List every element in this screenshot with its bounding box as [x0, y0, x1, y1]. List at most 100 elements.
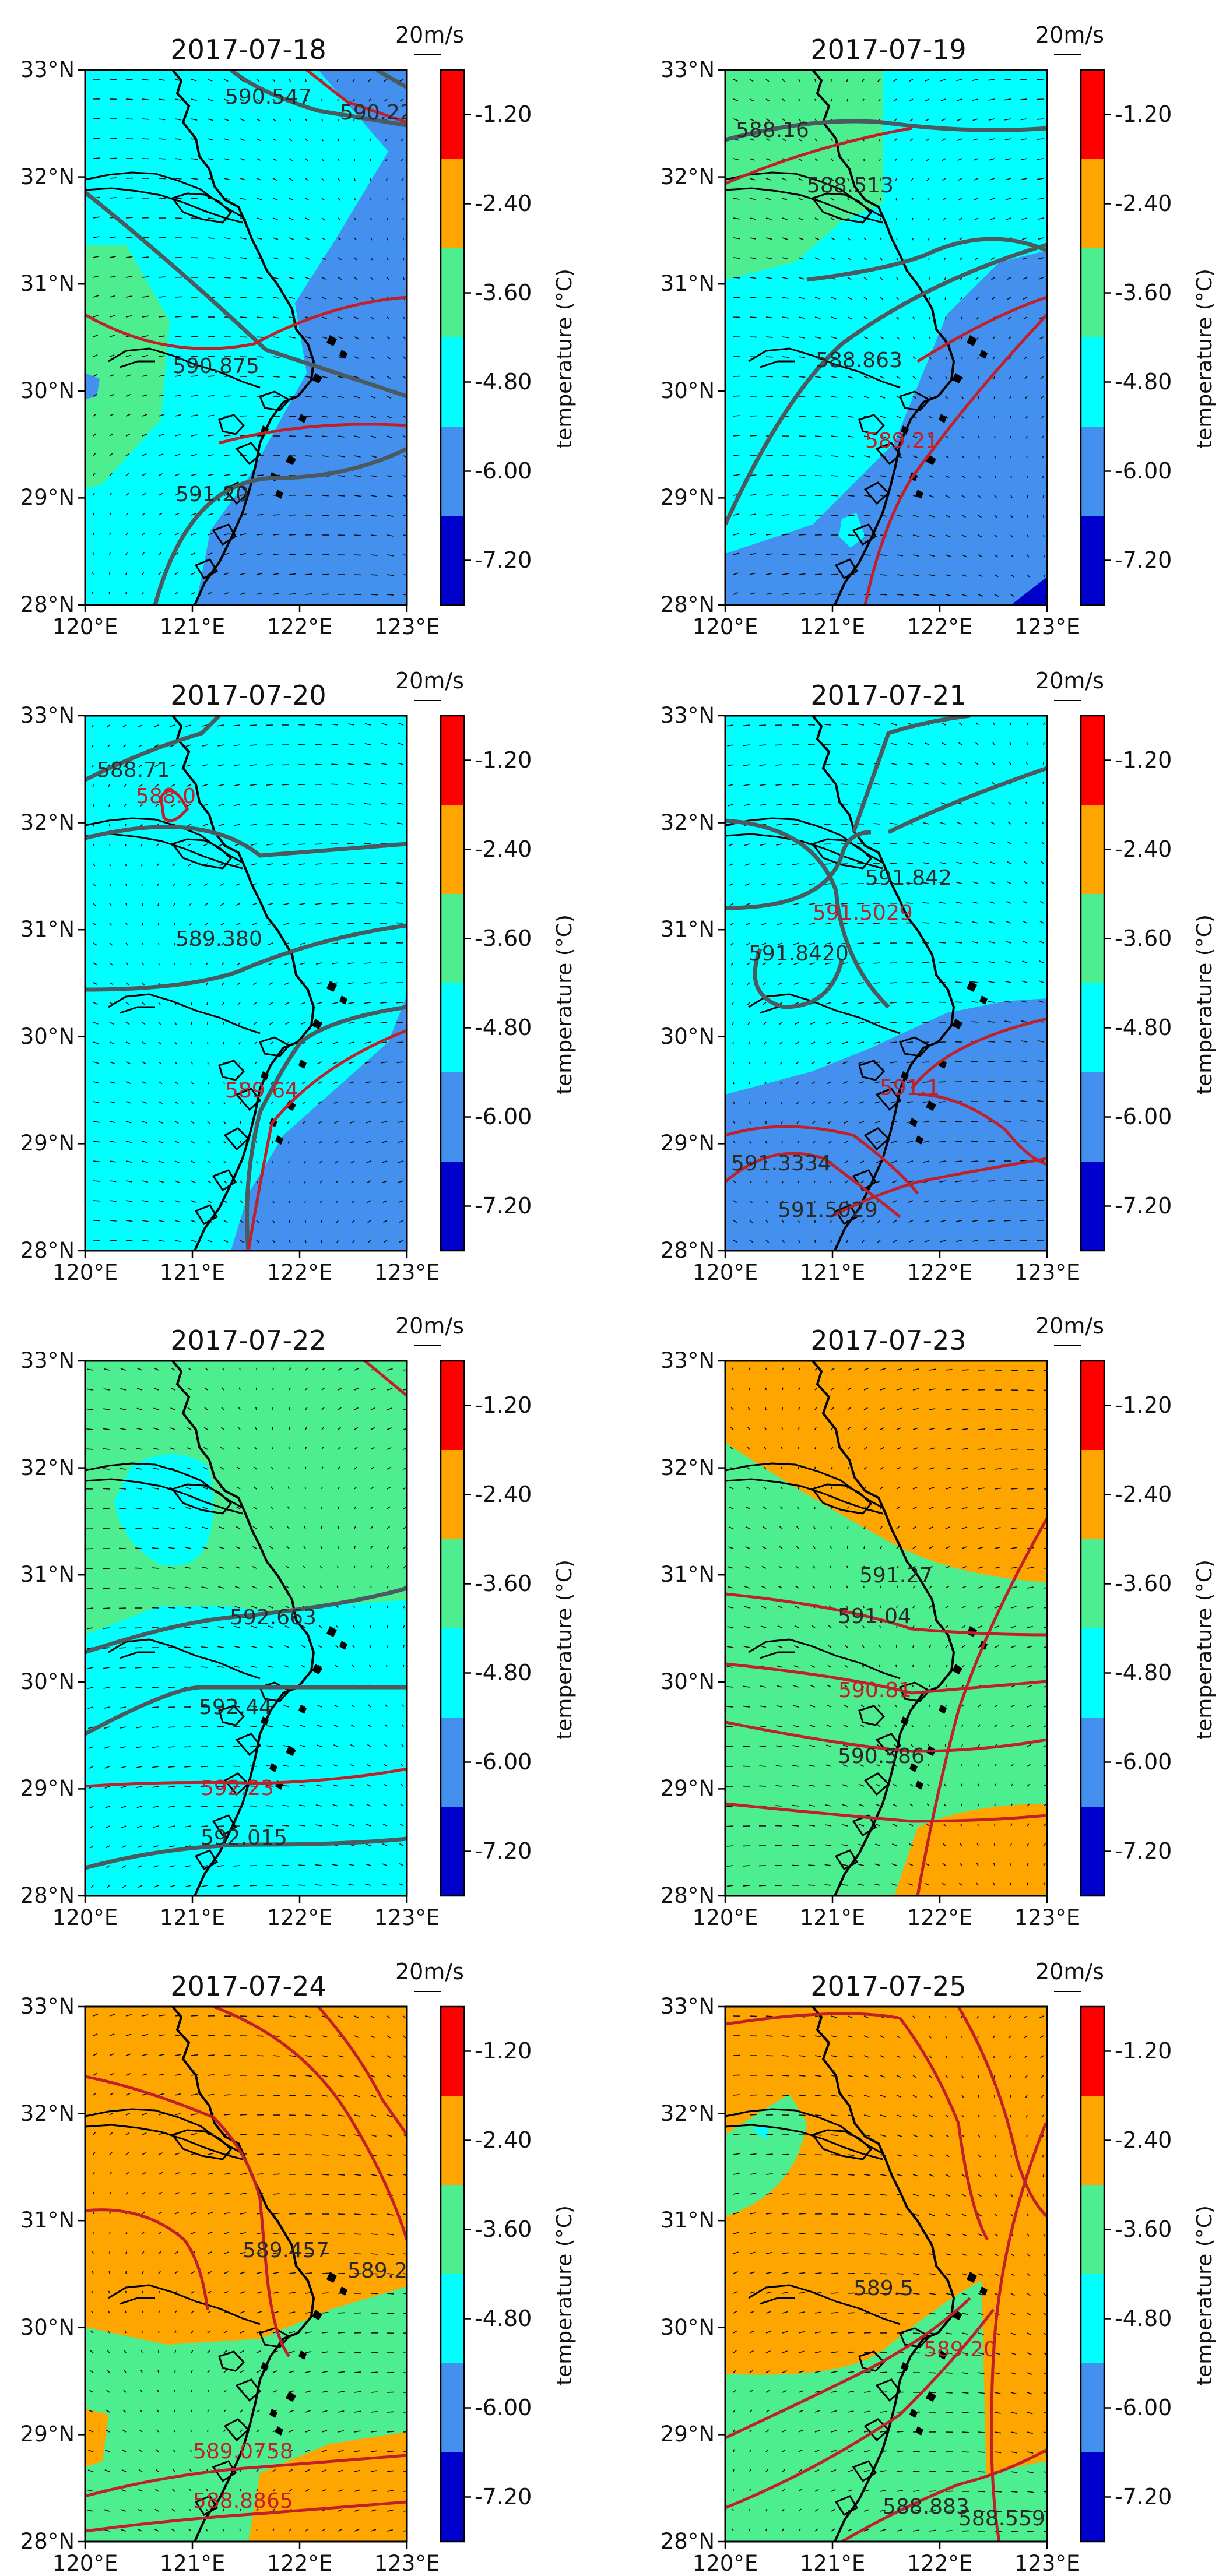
colorbar-tick-label: -2.40 — [475, 191, 532, 216]
colorbar-segment — [1081, 2363, 1104, 2452]
latitude-tick: 28°N — [10, 592, 75, 617]
colorbar-segment — [441, 248, 464, 337]
longitude-tick: 120°E — [684, 1905, 766, 1930]
contour-label: 591.842 — [865, 866, 952, 890]
colorbar-tick-label: -2.40 — [475, 2127, 532, 2153]
contour-label: 591.5029 — [778, 1198, 878, 1222]
latitude-tick: 29°N — [10, 485, 75, 510]
contour-label: 588.71 — [97, 758, 170, 782]
latitude-tick: 33°N — [10, 703, 75, 728]
colorbar-segment — [441, 2096, 464, 2185]
latitude-tick: 33°N — [10, 57, 75, 82]
contour-label: 588.513 — [807, 174, 894, 198]
colorbar-title: temperature (°C) — [553, 269, 577, 449]
colorbar-segment — [1081, 2274, 1104, 2363]
reference-vector-label: 20m/s — [1035, 668, 1104, 694]
latitude-tick: 32°N — [651, 810, 715, 835]
contour-label: 588.0 — [136, 784, 196, 808]
contour-label: 589.2642 — [347, 2259, 448, 2283]
latitude-tick: 32°N — [10, 810, 75, 835]
colorbar-segment — [1081, 1072, 1104, 1162]
reference-vector-label: 20m/s — [395, 22, 464, 48]
panel-date-title: 2017-07-24 — [85, 1970, 412, 2002]
colorbar-tick-label: -1.20 — [475, 1392, 532, 1418]
longitude-tick: 121°E — [152, 1905, 233, 1930]
colorbar-tick-label: -7.20 — [475, 2484, 532, 2510]
colorbar — [1081, 2007, 1111, 2542]
contour-label: 588.8865 — [193, 2489, 293, 2513]
colorbar-segment — [441, 1718, 464, 1807]
colorbar-segment — [441, 1807, 464, 1896]
colorbar-title: temperature (°C) — [553, 2205, 577, 2385]
colorbar-tick-label: -3.60 — [1115, 2216, 1172, 2242]
colorbar-tick-label: -1.20 — [475, 2038, 532, 2064]
colorbar-segment — [1081, 1450, 1104, 1539]
colorbar-tick-label: -1.20 — [475, 747, 532, 773]
latitude-tick: 33°N — [651, 1348, 715, 1373]
contour-label: 590.875 — [173, 354, 259, 378]
contour-label: 589.21 — [865, 429, 939, 453]
colorbar — [441, 716, 471, 1251]
contour-label: 589.0758 — [193, 2440, 293, 2464]
latitude-tick: 29°N — [651, 485, 715, 510]
colorbar-segment — [441, 983, 464, 1072]
colorbar-tick-label: -4.80 — [475, 1015, 532, 1040]
longitude-tick: 123°E — [1006, 1905, 1088, 1930]
contour-label: 592.23 — [201, 1776, 274, 1800]
reference-vector-label: 20m/s — [395, 1959, 464, 1984]
reference-vector-label: 20m/s — [1035, 22, 1104, 48]
colorbar-segment — [441, 1539, 464, 1628]
latitude-tick: 31°N — [10, 1562, 75, 1587]
colorbar-segment — [1081, 1162, 1104, 1251]
reference-vector-label: 20m/s — [1035, 1959, 1104, 1984]
colorbar — [441, 2007, 471, 2542]
colorbar-title: temperature (°C) — [1193, 269, 1217, 449]
latitude-tick: 31°N — [651, 1562, 715, 1587]
longitude-tick: 120°E — [44, 1905, 126, 1930]
colorbar-segment — [1081, 159, 1104, 248]
latitude-tick: 33°N — [651, 1994, 715, 2019]
colorbar-segment — [441, 1450, 464, 1539]
colorbar-segment — [1081, 1807, 1104, 1896]
longitude-tick: 122°E — [899, 2551, 981, 2576]
colorbar-segment — [441, 1162, 464, 1251]
colorbar-tick-label: -7.20 — [475, 1193, 532, 1219]
latitude-tick: 30°N — [651, 2315, 715, 2340]
longitude-tick: 123°E — [1006, 2551, 1088, 2576]
colorbar-segment — [1081, 2007, 1104, 2096]
colorbar — [441, 70, 471, 605]
latitude-tick: 33°N — [10, 1994, 75, 2019]
latitude-tick: 32°N — [651, 1455, 715, 1480]
colorbar-tick-label: -2.40 — [1115, 1481, 1172, 1507]
contour-label: 591.5029 — [813, 901, 913, 925]
colorbar-segment — [1081, 716, 1104, 805]
reference-vector-label: 20m/s — [395, 1313, 464, 1339]
contour-label: 590.22 — [340, 101, 413, 125]
colorbar-title: temperature (°C) — [1193, 914, 1217, 1095]
longitude-tick: 121°E — [152, 1260, 233, 1285]
colorbar-segment — [441, 159, 464, 248]
latitude-tick: 30°N — [651, 1669, 715, 1694]
colorbar-segment — [1081, 2452, 1104, 2542]
contour-label: 589.64 — [225, 1079, 298, 1103]
panel-date-title: 2017-07-19 — [725, 34, 1052, 65]
colorbar-tick-label: -7.20 — [1115, 547, 1172, 573]
contour-label: 588.559 — [958, 2507, 1045, 2531]
longitude-tick: 121°E — [792, 614, 873, 639]
colorbar-segment — [441, 2007, 464, 2096]
colorbar-segment — [441, 1361, 464, 1450]
colorbar-tick-label: -1.20 — [1115, 747, 1172, 773]
colorbar-tick-label: -7.20 — [475, 1838, 532, 1864]
longitude-tick: 120°E — [684, 1260, 766, 1285]
contour-label: 591.27 — [859, 1564, 933, 1588]
latitude-tick: 28°N — [651, 1883, 715, 1908]
contour-label: 588.863 — [816, 349, 902, 372]
colorbar-title: temperature (°C) — [1193, 2205, 1217, 2385]
contour-label: 589.380 — [175, 927, 262, 951]
colorbar-segment — [1081, 1539, 1104, 1628]
latitude-tick: 28°N — [10, 1883, 75, 1908]
colorbar-segment — [441, 427, 464, 516]
